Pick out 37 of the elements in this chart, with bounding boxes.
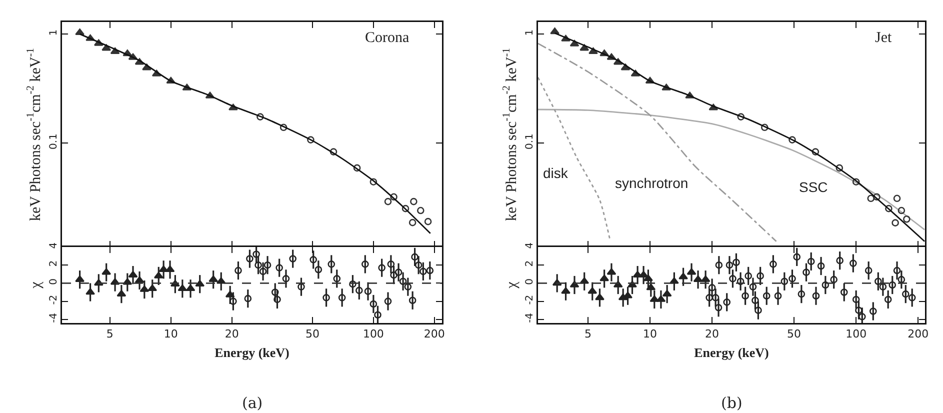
- text: (b): [721, 394, 742, 412]
- x-tick-label: 100: [846, 328, 867, 341]
- y-tick-label: 4: [48, 242, 60, 249]
- x-tick-label: 50: [305, 328, 320, 341]
- text: (a): [242, 394, 263, 412]
- y-tick-label: 0.1: [524, 134, 536, 150]
- annotation: Jet: [875, 30, 892, 46]
- y-axis-title: χ: [28, 281, 44, 290]
- x-tick-label: 10: [164, 328, 178, 341]
- x-tick-label: 20: [224, 328, 239, 341]
- y-tick-label: 1: [524, 29, 536, 36]
- series-label: SSC: [799, 179, 828, 195]
- x-tick-label: 50: [787, 328, 802, 341]
- y-axis-title: χ: [504, 281, 520, 290]
- series-label: disk: [543, 165, 569, 181]
- x-tick-label: 10: [643, 328, 658, 341]
- y-tick-label: 0: [48, 278, 60, 285]
- y-tick-label: 0.1: [48, 134, 60, 150]
- x-tick-label: 5: [584, 328, 592, 341]
- x-tick-label: 200: [908, 328, 929, 341]
- y-tick-label: -2: [524, 294, 536, 305]
- x-axis-title: Energy (keV): [694, 345, 769, 360]
- series-label: synchrotron: [615, 175, 688, 191]
- x-tick-label: 200: [424, 328, 445, 341]
- y-tick-label: 0: [524, 278, 536, 285]
- y-tick-label: 2: [48, 260, 60, 267]
- y-tick-label: 2: [524, 260, 536, 267]
- y-tick-label: 4: [524, 242, 536, 249]
- x-axis-title: Energy (keV): [214, 345, 290, 360]
- x-tick-label: 100: [362, 328, 384, 341]
- x-tick-label: 20: [705, 328, 720, 341]
- annotation: Corona: [365, 30, 410, 46]
- y-tick-label: 1: [48, 29, 60, 36]
- x-tick-label: 5: [106, 328, 114, 341]
- y-tick-label: -4: [48, 312, 60, 323]
- y-tick-label: -2: [48, 294, 60, 305]
- y-tick-label: -4: [524, 312, 536, 323]
